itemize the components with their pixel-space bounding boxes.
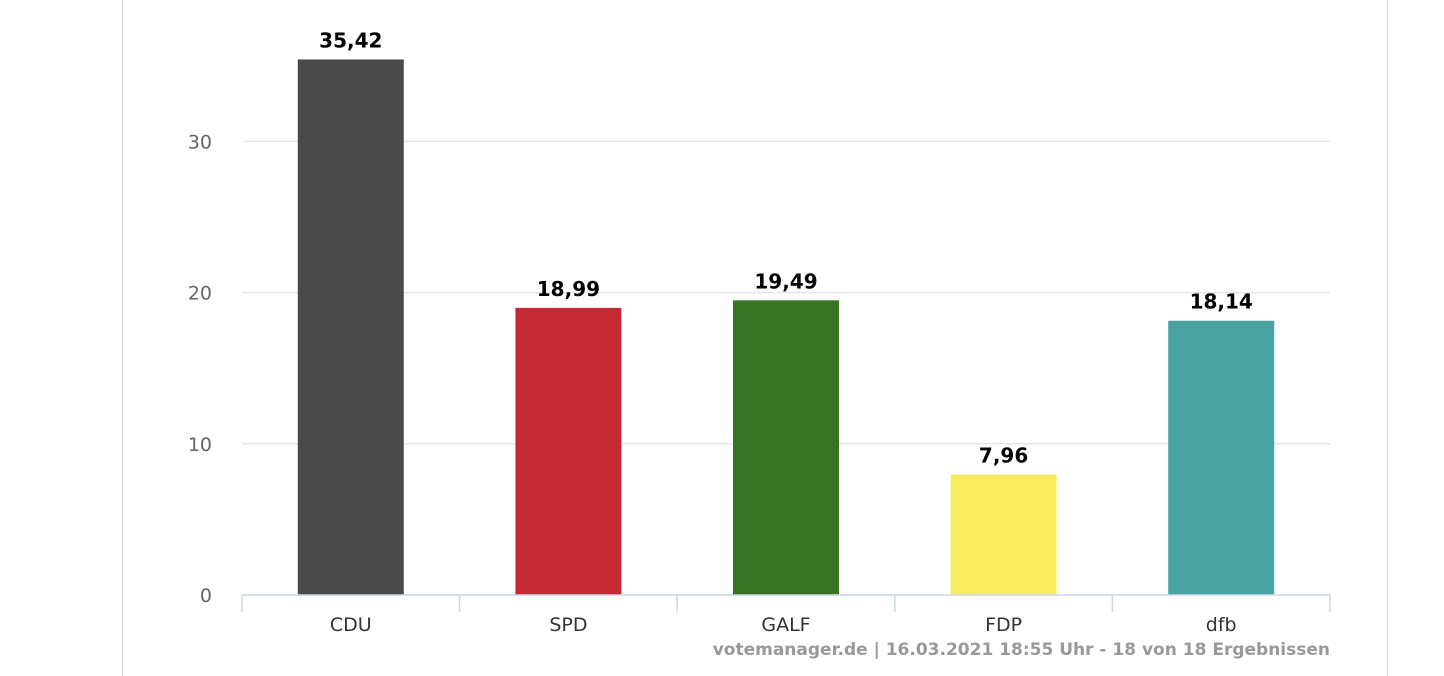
data-label: 7,96 bbox=[979, 444, 1028, 468]
data-label: 18,14 bbox=[1190, 290, 1253, 314]
y-tick-label: 0 bbox=[200, 585, 212, 607]
bar-spd[interactable] bbox=[515, 307, 622, 595]
credits[interactable]: votemanager.de | 16.03.2021 18:55 Uhr - … bbox=[713, 640, 1330, 660]
data-label: 35,42 bbox=[319, 28, 382, 52]
x-category-label: GALF bbox=[761, 614, 810, 636]
bar-galf[interactable] bbox=[733, 300, 839, 595]
x-category-label: FDP bbox=[985, 614, 1022, 636]
chart-panel bbox=[122, 0, 1388, 676]
x-category-label: dfb bbox=[1206, 614, 1237, 636]
data-label: 19,49 bbox=[754, 269, 817, 293]
y-tick-label: 30 bbox=[188, 131, 212, 153]
bar-cdu[interactable] bbox=[297, 59, 404, 596]
bar-fdp[interactable] bbox=[950, 474, 1057, 595]
y-tick-label: 20 bbox=[188, 283, 212, 305]
x-category-label: SPD bbox=[549, 614, 587, 636]
bar-dfb[interactable] bbox=[1168, 320, 1275, 595]
y-tick-label: 10 bbox=[188, 434, 212, 456]
data-label: 18,99 bbox=[537, 277, 600, 301]
bars: 35,42 18,99 19,49 7,96 18,14 bbox=[297, 28, 1275, 596]
y-axis-ticks: 0 10 20 30 bbox=[188, 131, 212, 607]
x-category-label: CDU bbox=[330, 614, 372, 636]
x-axis: CDU SPD GALF FDP dfb bbox=[241, 594, 1331, 636]
